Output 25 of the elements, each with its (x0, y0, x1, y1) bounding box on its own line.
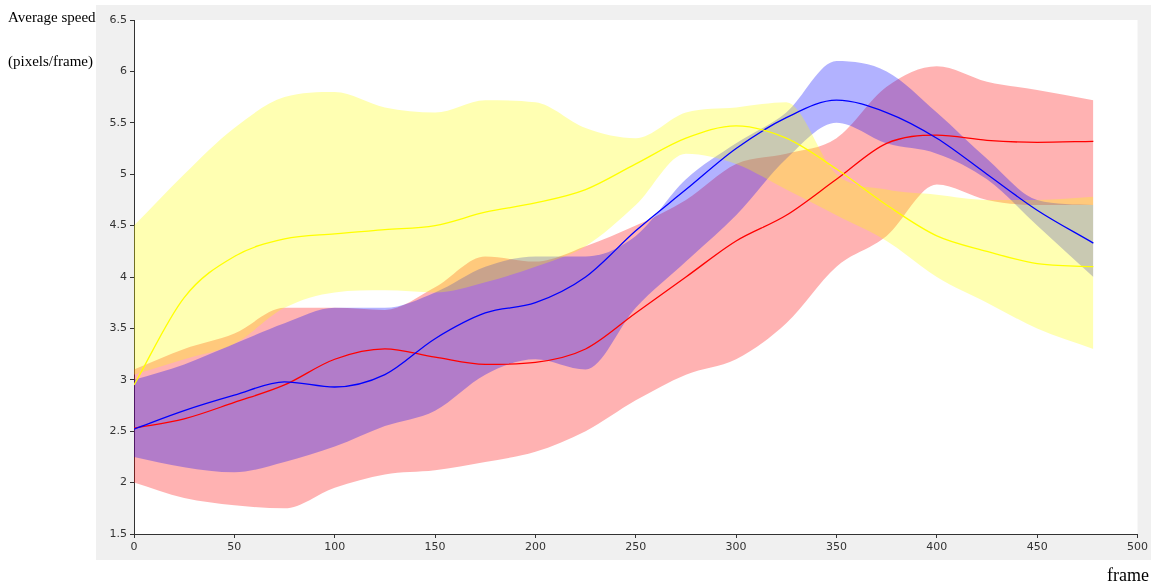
x-tick-label: 300 (725, 540, 747, 554)
y-tick-label: 2 (120, 475, 127, 489)
x-tick-label: 200 (524, 540, 546, 554)
x-tick-label: 450 (1026, 540, 1048, 554)
y-tick-label: 3 (120, 372, 127, 386)
x-tick-label: 100 (324, 540, 346, 554)
x-tick-label: 400 (926, 540, 948, 554)
line-series (134, 125, 1094, 386)
x-tick-label: 0 (130, 540, 138, 554)
y-tick-label: 5 (120, 167, 127, 181)
y-tick-label: 4 (120, 269, 127, 283)
y-tick-label: 3.5 (109, 321, 127, 335)
x-tick-label: 350 (825, 540, 847, 554)
x-tick-label: 150 (424, 540, 446, 554)
x-tick-label: 250 (625, 540, 647, 554)
y-tick-label: 4.5 (109, 218, 127, 232)
y-tick-label: 2.5 (109, 424, 127, 438)
x-axis-title: frame (1107, 565, 1149, 586)
y-tick-label: 6.5 (109, 12, 127, 26)
y-tick-label: 1.5 (109, 526, 127, 540)
y-tick-label: 6 (120, 64, 127, 78)
y-tick-label: 5.5 (109, 115, 127, 129)
x-tick-label: 50 (227, 540, 242, 554)
text: Average speed (pixels/frame) (8, 9, 96, 69)
x-tick-label: 500 (1127, 540, 1148, 554)
